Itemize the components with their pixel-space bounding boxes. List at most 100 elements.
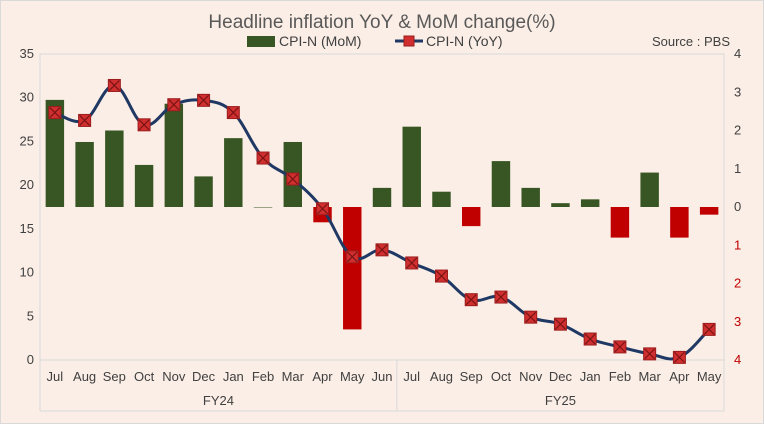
mom-bar xyxy=(521,187,540,207)
chart-title: Headline inflation YoY & MoM change(%) xyxy=(208,12,555,33)
yoy-marker xyxy=(643,347,657,361)
yoy-marker xyxy=(226,106,240,120)
y-left-tick-label: 15 xyxy=(20,221,34,236)
y-left-tick-label: 30 xyxy=(20,90,34,105)
mom-bar xyxy=(461,207,481,227)
mom-bar xyxy=(640,172,659,207)
x-tick-label: Jun xyxy=(372,369,393,384)
x-tick-label: Dec xyxy=(192,369,216,384)
yoy-marker xyxy=(375,243,389,257)
x-tick-label: Jul xyxy=(47,369,64,384)
yoy-marker xyxy=(464,293,478,307)
y-right-tick-label: 1 xyxy=(734,237,741,252)
mom-bar xyxy=(610,207,630,238)
yoy-marker xyxy=(553,317,567,331)
y-right-tick-label: 0 xyxy=(734,199,741,214)
y-axis-right: 4 3 2 1 0 1 2 3 4 xyxy=(734,46,741,367)
mom-bar xyxy=(372,187,392,207)
x-tick-label: Aug xyxy=(430,369,453,384)
yoy-marker xyxy=(197,93,211,107)
y-right-tick-label: 4 xyxy=(734,46,741,61)
legend-label-mom: CPI-N (MoM) xyxy=(279,33,361,49)
yoy-marker xyxy=(78,113,92,127)
x-tick-label: Dec xyxy=(549,369,573,384)
legend-marker-yoy xyxy=(403,35,415,47)
y-left-tick-label: 10 xyxy=(20,265,34,280)
mom-bar xyxy=(164,103,184,207)
mom-bar xyxy=(402,126,421,207)
x-group-label: FY25 xyxy=(545,393,576,408)
x-tick-label: Feb xyxy=(609,369,631,384)
x-tick-label: Nov xyxy=(162,369,186,384)
x-tick-label: Jan xyxy=(580,369,601,384)
mom-bar xyxy=(134,164,154,207)
y-left-tick-label: 5 xyxy=(27,308,34,323)
mom-bar xyxy=(343,207,362,330)
yoy-marker xyxy=(524,310,538,324)
mom-bar xyxy=(194,176,213,207)
y-left-tick-label: 35 xyxy=(20,46,34,61)
mom-bar xyxy=(253,207,273,208)
x-tick-label: Mar xyxy=(282,369,305,384)
plot-frame xyxy=(39,53,725,361)
y-right-tick-label: 3 xyxy=(734,314,741,329)
x-tick-label: Nov xyxy=(519,369,543,384)
x-group-label: FY24 xyxy=(203,393,234,408)
yoy-marker xyxy=(316,202,330,216)
x-axis: Jul Aug Sep Oct Nov Dec Jan Feb Mar Apr May Jun Jul A… xyxy=(39,360,725,412)
x-tick-label: May xyxy=(697,369,722,384)
chart-source: Source : PBS xyxy=(652,34,730,49)
gridlines xyxy=(39,53,725,361)
legend: CPI-N (MoM) CPI-N (YoY) xyxy=(247,33,503,49)
yoy-marker xyxy=(672,350,686,364)
x-tick-label: Feb xyxy=(252,369,274,384)
yoy-marker xyxy=(48,106,62,120)
mom-bar xyxy=(670,207,689,238)
x-tick-label: Sep xyxy=(103,369,126,384)
y-left-tick-label: 25 xyxy=(20,133,34,148)
mom-bar xyxy=(105,130,124,207)
yoy-marker xyxy=(256,151,270,165)
y-right-tick-label: 2 xyxy=(734,123,741,138)
yoy-marker xyxy=(494,290,508,304)
y-axis-left: 0 5 10 15 20 25 30 35 xyxy=(20,46,34,367)
yoy-marker xyxy=(107,78,121,92)
y-right-tick-label: 4 xyxy=(734,352,741,367)
mom-bar xyxy=(224,138,243,207)
mom-bar xyxy=(75,141,94,207)
yoy-markers xyxy=(48,78,716,364)
y-left-tick-label: 20 xyxy=(20,177,34,192)
mom-bar xyxy=(580,199,600,207)
x-tick-label: Sep xyxy=(460,369,483,384)
x-tick-label: Jul xyxy=(403,369,420,384)
mom-bar xyxy=(551,203,570,207)
y-right-tick-label: 1 xyxy=(734,161,741,176)
y-left-tick-label: 0 xyxy=(27,352,34,367)
yoy-marker xyxy=(613,340,627,354)
y-right-tick-label: 2 xyxy=(734,276,741,291)
mom-bar xyxy=(699,207,719,215)
x-tick-label: Mar xyxy=(638,369,661,384)
yoy-marker xyxy=(702,322,716,336)
x-tick-label: May xyxy=(340,369,365,384)
x-tick-label: Oct xyxy=(491,369,512,384)
x-tick-label: Oct xyxy=(134,369,155,384)
legend-label-yoy: CPI-N (YoY) xyxy=(426,33,503,49)
mom-bar xyxy=(491,161,511,207)
mom-bar xyxy=(432,191,451,207)
y-right-tick-label: 3 xyxy=(734,84,741,99)
x-tick-label: Apr xyxy=(312,369,333,384)
yoy-marker xyxy=(286,172,300,186)
yoy-marker xyxy=(583,332,597,346)
mom-bar xyxy=(45,99,65,207)
x-tick-label: Apr xyxy=(669,369,690,384)
yoy-marker xyxy=(167,98,181,112)
legend-swatch-mom xyxy=(247,36,275,47)
x-tick-label: Aug xyxy=(73,369,96,384)
x-tick-label: Jan xyxy=(223,369,244,384)
yoy-marker xyxy=(405,256,419,270)
yoy-marker xyxy=(137,118,151,132)
